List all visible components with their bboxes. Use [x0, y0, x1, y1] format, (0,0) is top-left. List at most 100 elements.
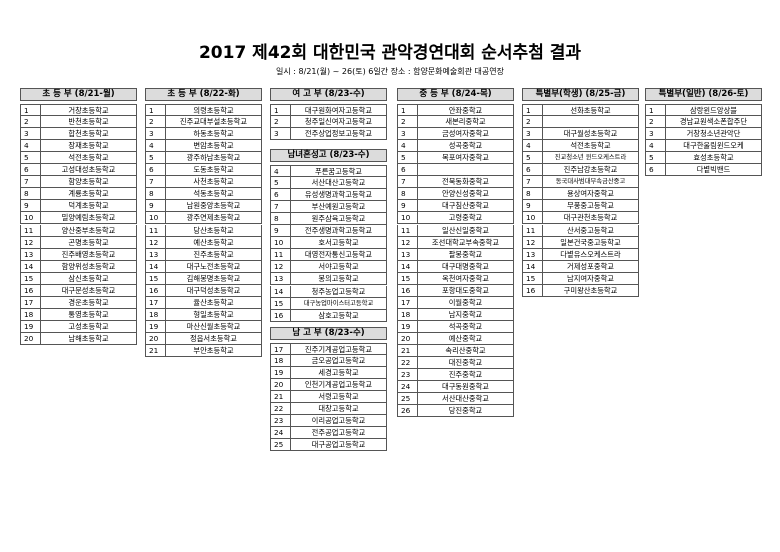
row-number: 15: [145, 272, 165, 285]
section-header: 남녀혼성고 (8/23-수): [270, 149, 387, 162]
school-name: 서령고등학교: [290, 391, 387, 404]
table-row: 1 선화초등학교: [522, 104, 639, 116]
row-number: 2: [270, 116, 290, 129]
row-number: 17: [20, 296, 40, 309]
table-row: 14 대구노전초등학교: [145, 260, 262, 273]
table-row: 4 장재초등학교: [20, 140, 137, 153]
row-number: 24: [397, 381, 417, 394]
subtitle: 일시 : 8/21(월) ~ 26(토) 6일간 장소 : 함양문화예술회관 대…: [276, 67, 504, 76]
table-row: 1 거창초등학교: [20, 104, 137, 116]
table-row: 18 남지중학교: [397, 308, 514, 321]
row-number: 20: [20, 332, 40, 345]
row-number: 6: [397, 164, 417, 177]
row-number: 5: [522, 152, 542, 165]
row-number: 7: [20, 176, 40, 189]
table-row: 15 남지여자중학교: [522, 272, 639, 285]
row-number: 23: [397, 369, 417, 382]
row-number: 2: [522, 116, 542, 129]
row-number: 21: [270, 391, 290, 404]
table-row: 13 팔봉중학교: [397, 248, 514, 261]
school-name: 진주배영초등학교: [40, 248, 137, 261]
school-name: [542, 116, 639, 129]
school-name: 예산중학교: [417, 332, 514, 345]
table-row: 14 청주농업고등학교: [270, 285, 387, 298]
school-name: 전주공업고등학교: [290, 427, 387, 440]
school-name: 변암초등학교: [165, 140, 262, 153]
school-name: 원주삼육고등학교: [290, 213, 387, 226]
school-name: 대창고등학교: [290, 403, 387, 416]
row-number: 2: [645, 116, 665, 129]
row-number: 25: [397, 393, 417, 406]
school-name: 거창청소년관악단: [665, 128, 762, 141]
row-number: 2: [20, 116, 40, 129]
row-number: 1: [397, 104, 417, 116]
row-number: 20: [397, 332, 417, 345]
table-row: 9 덕계초등학교: [20, 200, 137, 213]
row-number: 5: [270, 177, 290, 190]
table-row: 16 포항대도중학교: [397, 284, 514, 297]
school-name: 마산신월초등학교: [165, 320, 262, 333]
school-name: 예산초등학교: [165, 236, 262, 249]
section-header: 중 등 부 (8/24-목): [397, 88, 514, 101]
school-name: 안좌중학교: [417, 104, 514, 116]
table-row: 5 효성초등학교: [645, 152, 762, 165]
row-number: 4: [397, 140, 417, 153]
table-row: 13 봉의고등학교: [270, 273, 387, 286]
table-row: 4 변암초등학교: [145, 140, 262, 153]
row-number: 16: [20, 284, 40, 297]
school-name: 삼랑윈드앙상블: [665, 104, 762, 116]
row-number: 20: [270, 379, 290, 392]
table-row: 8 안양신성중학교: [397, 188, 514, 201]
school-name: 반천초등학교: [40, 116, 137, 129]
school-name: 하동초등학교: [165, 128, 262, 141]
table-row: 12 곤명초등학교: [20, 236, 137, 249]
table-row: 13 다볕유스오케스트라: [522, 248, 639, 261]
school-name: [417, 164, 514, 177]
school-name: 부안초등학교: [165, 345, 262, 357]
row-number: 3: [397, 128, 417, 141]
school-name: 율산초등학교: [165, 296, 262, 309]
school-name: 석전초등학교: [40, 152, 137, 165]
school-name: 봉의고등학교: [290, 273, 387, 286]
table-row: 17 경운초등학교: [20, 296, 137, 309]
table-row: 23 이리공업고등학교: [270, 415, 387, 428]
table-row: 16 삼호고등학교: [270, 309, 387, 322]
row-number: 4: [645, 140, 665, 153]
school-name: 서야고등학교: [290, 261, 387, 274]
school-name: 대구공업고등학교: [290, 439, 387, 452]
row-number: 3: [645, 128, 665, 141]
table-row: 12 조선대학교부속중학교: [397, 236, 514, 249]
school-name: 계룡초등학교: [40, 188, 137, 201]
section-header: 특별부(일반) (8/26-토): [645, 88, 762, 101]
table-row: 26 당진중학교: [397, 405, 514, 418]
table-row: 17 이월중학교: [397, 296, 514, 309]
row-number: 15: [20, 272, 40, 285]
school-name: 삼호고등학교: [290, 309, 387, 322]
table-row: 21 부안초등학교: [145, 345, 262, 357]
school-name: 사천초등학교: [165, 176, 262, 189]
row-number: 5: [397, 152, 417, 165]
school-name: 목포여자중학교: [417, 152, 514, 165]
school-name: 이월중학교: [417, 296, 514, 309]
row-number: 15: [522, 272, 542, 285]
row-number: 1: [270, 104, 290, 116]
row-number: 9: [20, 200, 40, 213]
table-row: 23 진주중학교: [397, 369, 514, 382]
school-name: 밀양예림초등학교: [40, 212, 137, 225]
school-name: 조선대학교부속중학교: [417, 236, 514, 249]
row-number: 7: [270, 201, 290, 214]
row-number: 4: [145, 140, 165, 153]
row-number: 1: [145, 104, 165, 116]
school-name: 전주상업정보고등학교: [290, 128, 387, 141]
row-number: 7: [522, 176, 542, 189]
table-row: 4 성곡중학교: [397, 140, 514, 153]
table-row: 21 서령고등학교: [270, 391, 387, 404]
table-row: 11 당산초등학교: [145, 224, 262, 237]
table-row: 18 통영초등학교: [20, 308, 137, 321]
school-name: 인천기계공업고등학교: [290, 379, 387, 392]
title: 2017 제42회 대한민국 관악경연대회 순서추첨 결과: [198, 43, 582, 63]
table-row: 1 안좌중학교: [397, 104, 514, 116]
table-row: 3 합천초등학교: [20, 128, 137, 141]
row-number: 19: [145, 320, 165, 333]
school-name: 곤명초등학교: [40, 236, 137, 249]
